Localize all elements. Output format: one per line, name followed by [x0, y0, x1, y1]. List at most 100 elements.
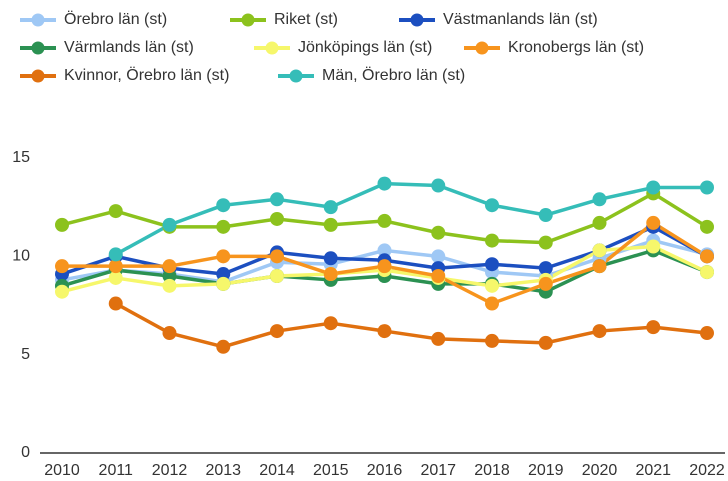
legend-label: Kvinnor, Örebro län (st) [64, 66, 229, 84]
data-point [216, 249, 231, 264]
x-tick-label: 2014 [259, 462, 295, 479]
data-point [323, 251, 338, 266]
data-point [485, 257, 499, 272]
data-point [646, 320, 661, 335]
data-point [646, 180, 661, 195]
x-tick-label: 2018 [474, 462, 510, 479]
legend-marker [289, 69, 303, 83]
data-point [216, 198, 231, 213]
data-point [377, 259, 392, 274]
data-point [431, 249, 446, 264]
x-tick-label: 2012 [152, 462, 188, 479]
data-point [216, 276, 231, 291]
data-point [538, 208, 553, 223]
data-point [216, 267, 231, 282]
data-point [592, 215, 607, 230]
legend-marker [31, 13, 45, 27]
x-tick-label: 2019 [528, 462, 564, 479]
data-point [323, 200, 338, 215]
data-point [700, 180, 714, 195]
x-tick-label: 2010 [44, 462, 80, 479]
legend-label: Jönköpings län (st) [298, 39, 432, 56]
data-point [162, 217, 177, 232]
data-point [538, 261, 553, 276]
data-point [646, 239, 661, 254]
data-point [700, 249, 714, 264]
data-point [592, 243, 607, 258]
legend-marker [410, 13, 424, 27]
legend-label: Örebro län (st) [64, 10, 167, 28]
data-point [162, 326, 177, 341]
data-point [270, 269, 284, 283]
data-point [377, 243, 392, 258]
data-point [55, 259, 69, 274]
data-point [323, 267, 338, 282]
data-point [108, 270, 123, 285]
data-point [431, 178, 446, 193]
data-point [270, 211, 284, 226]
x-tick-label: 2015 [313, 462, 349, 479]
legend-marker [31, 41, 45, 55]
series-line [114, 181, 707, 256]
data-point [162, 269, 177, 283]
data-point [485, 333, 499, 348]
data-point [323, 217, 338, 232]
data-point [485, 233, 499, 248]
x-tick-label: 2011 [99, 462, 134, 479]
legend-label: Värmlands län (st) [64, 39, 194, 56]
data-point [485, 278, 499, 293]
data-point [646, 215, 661, 230]
data-point [592, 192, 607, 207]
legend-label: Riket (st) [274, 11, 338, 28]
x-tick-label: 2017 [420, 462, 456, 479]
y-tick-label: 15 [12, 149, 30, 166]
data-point [377, 176, 392, 191]
data-point [592, 324, 607, 339]
data-point [431, 225, 446, 240]
data-point [485, 296, 499, 311]
data-point [700, 326, 714, 341]
data-point [538, 235, 553, 250]
data-point [431, 269, 446, 283]
data-point [108, 259, 123, 274]
data-point [216, 339, 231, 354]
y-tick-label: 10 [12, 248, 30, 265]
data-point [270, 324, 284, 339]
data-point [485, 198, 499, 213]
data-point [592, 259, 607, 274]
data-point [377, 213, 392, 228]
y-tick-label: 0 [21, 444, 30, 461]
legend-label: Män, Örebro län (st) [322, 66, 465, 84]
data-point [538, 335, 553, 350]
data-point [377, 324, 392, 339]
x-tick-label: 2022 [689, 462, 725, 479]
data-point [270, 192, 284, 207]
data-point [216, 219, 231, 234]
data-point [270, 249, 284, 264]
legend-marker [31, 69, 45, 83]
x-tick-label: 2020 [582, 462, 618, 479]
data-point [55, 284, 69, 299]
legend-marker [475, 41, 489, 55]
x-tick-label: 2016 [367, 462, 403, 479]
series-line [114, 301, 708, 349]
data-point [108, 204, 123, 219]
legend-marker [241, 13, 255, 27]
y-tick-label: 5 [21, 346, 30, 363]
legend-label: Kronobergs län (st) [508, 39, 644, 56]
legend-label: Västmanlands län (st) [443, 11, 598, 28]
data-point [323, 316, 338, 331]
data-point [700, 219, 714, 234]
x-tick-label: 2021 [635, 462, 671, 479]
data-point [162, 259, 177, 274]
data-point [108, 247, 123, 262]
data-point [55, 217, 69, 232]
data-point [431, 331, 446, 346]
legend-marker [265, 41, 279, 55]
data-point [108, 296, 123, 311]
data-point [162, 278, 177, 293]
data-point [700, 265, 714, 280]
data-point [538, 276, 553, 291]
x-tick-label: 2013 [205, 462, 241, 479]
